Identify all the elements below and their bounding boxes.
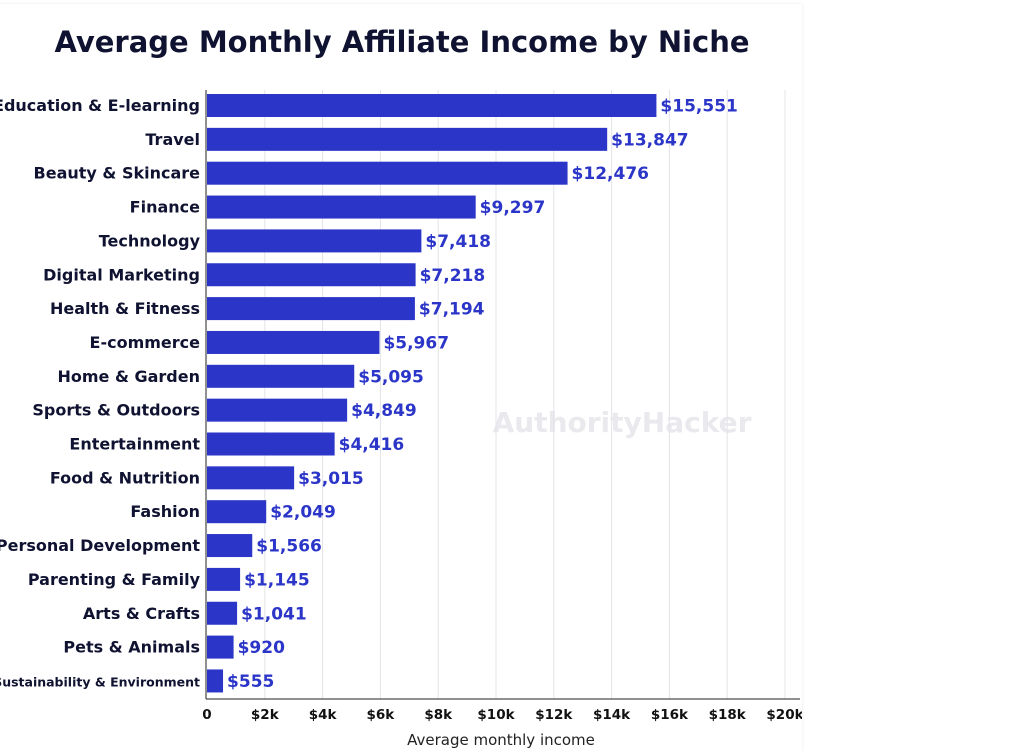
grid-lines — [264, 90, 786, 699]
bar — [207, 364, 355, 388]
value-label: $7,218 — [420, 266, 486, 286]
value-label: $1,566 — [256, 537, 322, 557]
bar — [207, 601, 238, 625]
bar — [207, 330, 380, 354]
x-tick-label: $8k — [424, 707, 453, 723]
category-labels: Education & E-learning Travel Beauty & Ski… — [0, 96, 201, 689]
bar — [207, 195, 476, 219]
value-label: $555 — [227, 672, 274, 692]
category-label: Beauty & Skincare — [34, 164, 201, 183]
x-tick-label: $10k — [477, 707, 515, 723]
x-tick-label: $6k — [367, 707, 396, 723]
bar — [207, 669, 224, 693]
category-label: Personal Development — [0, 536, 200, 555]
x-tick-label: $16k — [651, 707, 689, 723]
bar-chart: Average Monthly Affiliate Income by Nich… — [0, 25, 802, 749]
chart-title: Average Monthly Affiliate Income by Nich… — [54, 25, 749, 59]
x-axis-title: Average monthly income — [407, 731, 595, 749]
bar — [207, 94, 657, 117]
x-tick-label: $12k — [535, 707, 573, 723]
x-tick-label: $20k — [766, 707, 802, 723]
bar — [207, 432, 335, 456]
x-tick-labels: 0 $2k $4k $6k $8k $10k $12k $14k $16k $18k $20k — [202, 707, 802, 723]
category-label: Sports & Outdoors — [32, 401, 200, 420]
value-label: $15,551 — [660, 97, 737, 117]
bar — [207, 229, 422, 253]
category-label: Home & Garden — [57, 367, 200, 386]
category-label: Technology — [99, 231, 201, 250]
value-label: $3,015 — [298, 469, 364, 489]
category-label: Fashion — [130, 502, 200, 521]
value-labels: $15,551 $13,847 $12,476 $9,297 $7,418 $7,218 $… — [227, 97, 738, 692]
value-label: $5,095 — [358, 367, 424, 387]
bar — [207, 398, 348, 422]
category-label: Arts & Crafts — [83, 604, 200, 623]
category-label: Entertainment — [69, 435, 200, 454]
chart-card: Average Monthly Affiliate Income by Nich… — [0, 4, 802, 751]
category-label: Health & Fitness — [50, 299, 200, 318]
value-label: $1,041 — [241, 604, 307, 624]
category-label: Pets & Animals — [63, 638, 200, 657]
x-tick-label: $18k — [709, 707, 747, 723]
bar — [207, 466, 295, 490]
category-label: E-commerce — [90, 333, 201, 352]
value-label: $7,194 — [419, 300, 485, 320]
value-label: $4,849 — [351, 401, 417, 421]
category-label: Education & E-learning — [0, 96, 200, 115]
value-label: $1,145 — [244, 570, 310, 590]
bar — [207, 127, 608, 151]
bars — [207, 94, 657, 693]
category-label: Finance — [130, 198, 200, 217]
category-label: Sustainability & Environment — [0, 674, 200, 689]
category-label: Food & Nutrition — [50, 468, 200, 487]
bar — [207, 567, 241, 591]
value-label: $9,297 — [480, 198, 546, 218]
bar — [207, 500, 267, 524]
value-label: $920 — [238, 638, 285, 658]
bar — [207, 297, 415, 321]
category-label: Digital Marketing — [43, 265, 200, 284]
bar — [207, 263, 416, 287]
value-label: $12,476 — [572, 164, 649, 184]
value-label: $4,416 — [339, 435, 405, 455]
x-tick-label: 0 — [202, 707, 211, 723]
category-label: Parenting & Family — [28, 570, 201, 589]
bar — [207, 534, 253, 558]
bar — [207, 635, 234, 659]
watermark-text: AuthorityHacker — [493, 406, 752, 439]
value-label: $7,418 — [425, 232, 491, 252]
category-label: Travel — [145, 130, 200, 149]
value-label: $5,967 — [383, 333, 449, 353]
x-tick-label: $2k — [251, 707, 280, 723]
value-label: $2,049 — [270, 503, 336, 523]
x-tick-label: $4k — [309, 707, 338, 723]
value-label: $13,847 — [611, 130, 688, 150]
bar — [207, 161, 568, 185]
x-tick-label: $14k — [593, 707, 631, 723]
